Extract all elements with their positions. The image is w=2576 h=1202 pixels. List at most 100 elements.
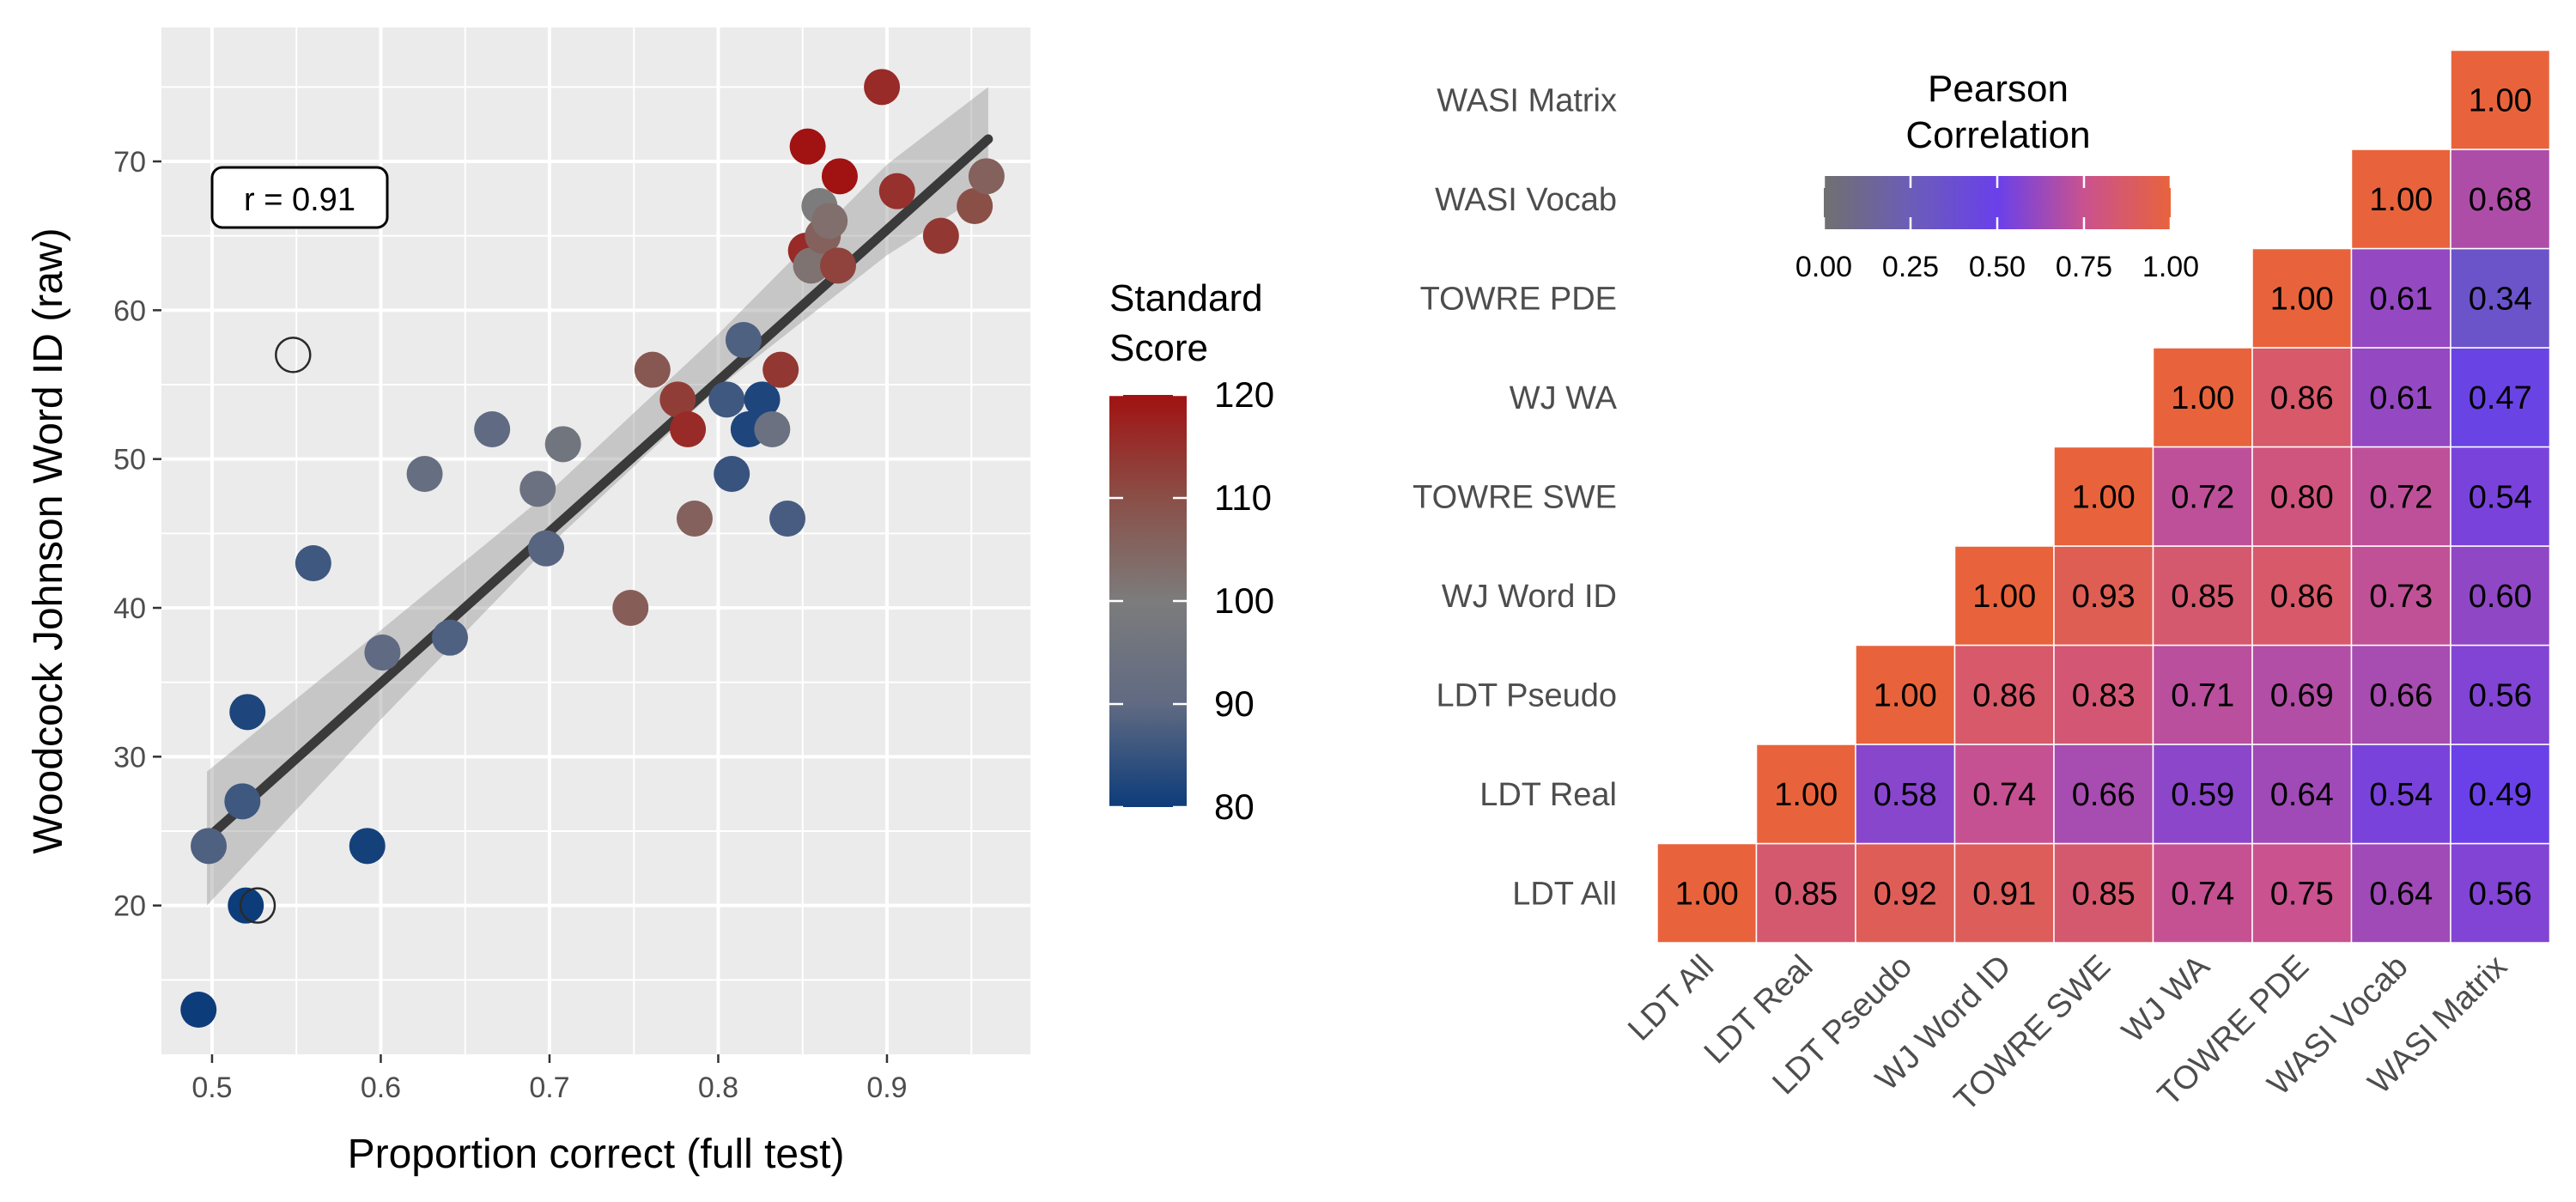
heatmap-cell-value: 1.00 — [1874, 677, 1937, 713]
heatmap-cell — [2450, 842, 2551, 944]
scatter-point — [474, 411, 511, 447]
heatmap-cell-value: 1.00 — [1675, 876, 1739, 912]
heatmap-cell-value: 0.86 — [1972, 677, 2036, 713]
heatmap-cell — [2251, 545, 2353, 647]
heatmap-cell-value: 0.49 — [2469, 777, 2532, 813]
legend-title-line-2: Correlation — [1905, 114, 2090, 156]
heatmap-row-label: TOWRE SWE — [1413, 479, 1617, 515]
heatmap-cell-value: 0.83 — [2072, 677, 2136, 713]
scatter-point — [364, 634, 401, 671]
heatmap-cell-value: 0.85 — [1774, 876, 1838, 912]
scatter-point — [612, 590, 649, 626]
y-tick-label: 30 — [113, 741, 146, 774]
annotation-text: r = 0.91 — [244, 182, 355, 218]
y-tick-label: 20 — [113, 890, 146, 923]
legend-title-line-1: Pearson — [1928, 68, 2069, 110]
heatmap-cell-value: 0.85 — [2072, 876, 2136, 912]
scatter-point — [725, 322, 762, 358]
heatmap-row-label: LDT Real — [1479, 777, 1617, 813]
heatmap-cell-value: 0.34 — [2469, 281, 2532, 317]
heatmap-row-labels: LDT All LDT Real LDT Pseudo WJ Word ID TOWRE… — [1413, 82, 1618, 912]
scatter-point — [224, 783, 261, 820]
scatter-point — [864, 69, 901, 106]
heatmap-cell — [2251, 347, 2353, 448]
heatmap-row-label: WASI Vocab — [1435, 182, 1617, 218]
heatmap-cell — [2350, 247, 2451, 349]
heatmap-cell — [2053, 644, 2154, 745]
heatmap-cell — [2053, 545, 2154, 647]
heatmap-cell-value: 0.69 — [2270, 677, 2334, 713]
heatmap-cell-value: 1.00 — [2469, 82, 2532, 118]
heatmap-cell — [2350, 744, 2451, 845]
scatter-point — [819, 247, 856, 284]
y-tick-label: 50 — [113, 444, 146, 477]
scatter-point — [793, 247, 829, 284]
heatmap-cell — [2350, 842, 2451, 944]
heatmap-cell — [2152, 644, 2253, 745]
heatmap-cell-value: 0.86 — [2270, 579, 2334, 615]
colorbar-ticks: 80 90 100 110 120 — [1109, 374, 1274, 827]
y-axis-title: Woodcock Johnson Word ID (raw) — [26, 228, 71, 853]
colorbar-tick-label: 80 — [1214, 786, 1255, 827]
heatmap-cell-value: 0.54 — [2369, 777, 2433, 813]
heatmap-cell — [2450, 744, 2551, 845]
heatmap-cell-value: 0.86 — [2270, 380, 2334, 416]
heatmap-cell-value: 1.00 — [2171, 380, 2234, 416]
heatmap-cell-value: 0.72 — [2171, 479, 2234, 515]
heatmap-cell — [1855, 744, 1956, 845]
confidence-band — [207, 87, 988, 906]
heatmap-cell — [2251, 446, 2353, 547]
y-tick-label: 60 — [113, 294, 146, 327]
legend-tick-label: 0.00 — [1795, 251, 1852, 283]
heatmap-cell — [2350, 545, 2451, 647]
heatmap-cell-value: 0.61 — [2369, 380, 2433, 416]
scatter-point — [811, 203, 848, 240]
colorbar-tick-label: 110 — [1214, 477, 1272, 518]
heatmap-cell-value: 0.68 — [2469, 182, 2532, 218]
heatmap-cell-value: 0.66 — [2072, 777, 2136, 813]
y-axis-ticks: 20 30 40 50 60 70 — [113, 146, 161, 923]
heatmap-cell — [2251, 744, 2353, 845]
colorbar-title-line-2: Score — [1109, 327, 1208, 369]
scatter-point — [634, 351, 671, 388]
scatter-points — [180, 69, 1005, 1028]
heatmap-cell — [2053, 446, 2154, 547]
heatmap-cell-value: 0.74 — [1972, 777, 2036, 813]
scatter-point — [659, 381, 696, 418]
scatter-point — [519, 470, 556, 507]
correlation-annotation: r = 0.91 — [210, 166, 389, 229]
x-axis-title: Proportion correct (full test) — [348, 1132, 845, 1177]
scatter-point — [878, 173, 915, 209]
heatmap-cell-value: 0.47 — [2469, 380, 2532, 416]
scatter-panel: r = 0.91 0.5 0.6 0.7 0.8 0.9 20 30 40 50 60 70 Pr… — [26, 27, 1030, 1177]
heatmap-cell-value: 0.59 — [2171, 777, 2234, 813]
heatmap-cell-value: 0.91 — [1972, 876, 2036, 912]
scatter-point — [228, 887, 264, 924]
heatmap-row-label: WASI Matrix — [1437, 82, 1617, 118]
heatmap-cell — [2450, 149, 2551, 250]
scatter-point — [349, 828, 386, 865]
heatmap-cell — [2450, 446, 2551, 547]
y-tick-label: 40 — [113, 592, 146, 625]
regression-line — [202, 134, 993, 844]
correlation-legend: Pearson Correlation 0.00 0.25 0.50 0.75 1.00 — [1795, 68, 2199, 283]
heatmap-row-label: TOWRE PDE — [1420, 281, 1617, 317]
heatmap-cell — [2152, 744, 2253, 845]
heatmap-cell — [2053, 842, 2154, 944]
heatmap-column-label: LDT All — [1621, 949, 1721, 1048]
scatter-point — [432, 619, 469, 656]
heatmap-cell-value: 0.85 — [2171, 579, 2234, 615]
heatmap-row-label: LDT All — [1512, 876, 1617, 912]
heatmap-cell-value: 0.64 — [2369, 876, 2433, 912]
heatmap-cell-value: 0.64 — [2270, 777, 2334, 813]
heatmap-cell — [1755, 744, 1856, 845]
heatmap-cell-value: 0.61 — [2369, 281, 2433, 317]
scatter-point — [191, 828, 228, 865]
heatmap-cell-value: 0.71 — [2171, 677, 2234, 713]
heatmap-cell — [1953, 644, 2055, 745]
legend-ticks: 0.00 0.25 0.50 0.75 1.00 — [1795, 176, 2199, 283]
heatmap-cell-value: 1.00 — [1972, 579, 2036, 615]
scatter-point — [821, 158, 858, 195]
